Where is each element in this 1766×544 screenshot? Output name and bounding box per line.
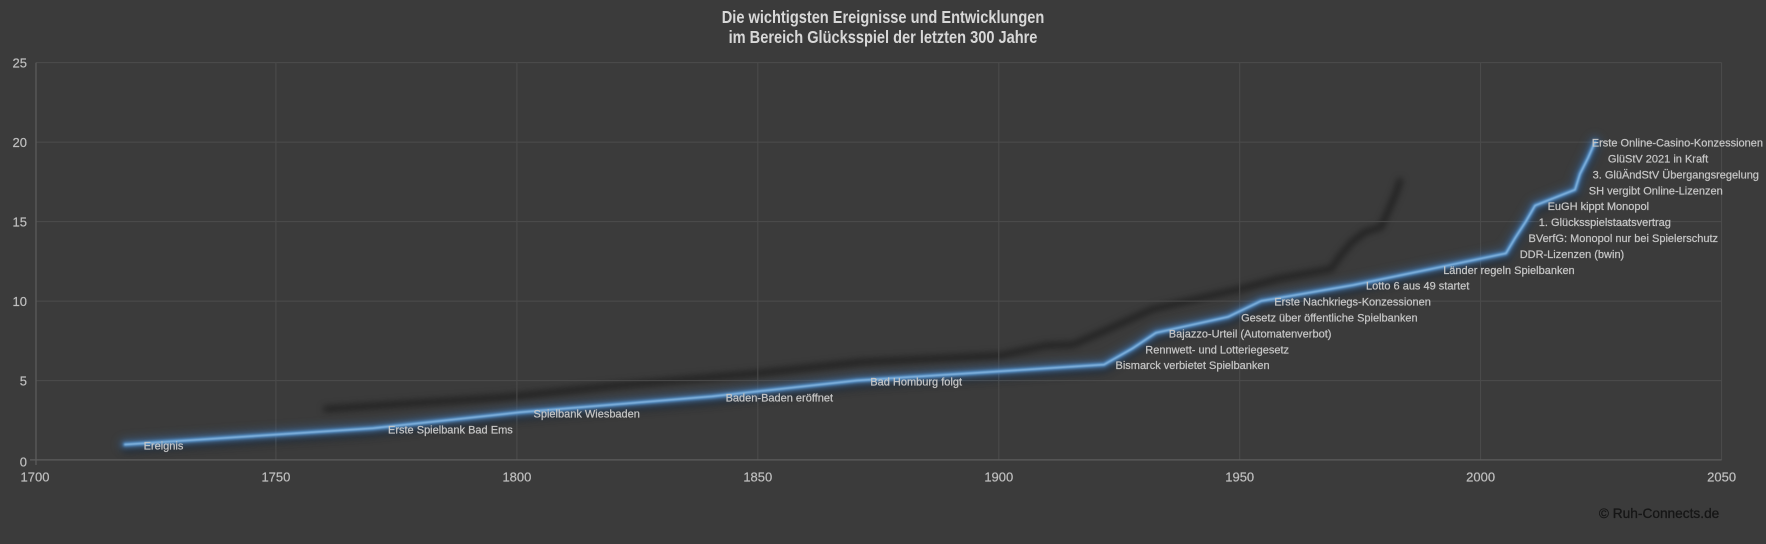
svg-text:1850: 1850 <box>743 470 772 485</box>
svg-text:© Ruh-Connects.de: © Ruh-Connects.de <box>1599 506 1719 521</box>
svg-text:5: 5 <box>20 373 27 388</box>
svg-text:DDR-Lizenzen (bwin): DDR-Lizenzen (bwin) <box>1520 249 1625 261</box>
svg-text:Spielbank Wiesbaden: Spielbank Wiesbaden <box>534 409 640 421</box>
svg-text:1950: 1950 <box>1225 470 1254 485</box>
svg-text:2000: 2000 <box>1466 470 1495 485</box>
svg-text:Die wichtigsten Ereignisse und: Die wichtigsten Ereignisse und Entwicklu… <box>722 8 1044 28</box>
svg-text:SH vergibt Online-Lizenzen: SH vergibt Online-Lizenzen <box>1589 185 1723 197</box>
svg-text:1800: 1800 <box>502 470 531 485</box>
svg-text:Lotto 6 aus 49 startet: Lotto 6 aus 49 startet <box>1366 281 1469 293</box>
svg-text:Erste Nachkriegs-Konzessionen: Erste Nachkriegs-Konzessionen <box>1274 297 1431 309</box>
svg-text:25: 25 <box>13 55 27 70</box>
svg-text:Bad Homburg folgt: Bad Homburg folgt <box>870 377 962 389</box>
svg-text:Baden-Baden eröffnet: Baden-Baden eröffnet <box>726 393 833 405</box>
svg-text:Bajazzo-Urteil (Automatenverbo: Bajazzo-Urteil (Automatenverbot) <box>1169 328 1332 340</box>
svg-text:10: 10 <box>13 294 27 309</box>
svg-text:Erste Spielbank Bad Ems: Erste Spielbank Bad Ems <box>388 424 513 436</box>
svg-text:2050: 2050 <box>1707 470 1736 485</box>
svg-text:0: 0 <box>20 454 27 469</box>
svg-text:GlüStV 2021 in Kraft: GlüStV 2021 in Kraft <box>1608 154 1708 166</box>
svg-text:Rennwett- und Lotteriegesetz: Rennwett- und Lotteriegesetz <box>1145 344 1289 356</box>
svg-text:1750: 1750 <box>261 470 290 485</box>
svg-text:15: 15 <box>13 214 27 229</box>
svg-text:20: 20 <box>13 135 27 150</box>
svg-text:im Bereich Glücksspiel der let: im Bereich Glücksspiel der letzten 300 J… <box>729 27 1038 47</box>
svg-text:1900: 1900 <box>984 470 1013 485</box>
svg-text:Gesetz über öffentliche Spielb: Gesetz über öffentliche Spielbanken <box>1241 313 1418 325</box>
svg-text:EuGH kippt Monopol: EuGH kippt Monopol <box>1548 201 1650 213</box>
svg-text:BVerfG: Monopol nur bei Spiele: BVerfG: Monopol nur bei Spielerschutz <box>1529 233 1719 245</box>
svg-text:3. GlüÄndStV Übergangsregelung: 3. GlüÄndStV Übergangsregelung <box>1593 169 1759 181</box>
svg-text:1700: 1700 <box>21 470 50 485</box>
svg-text:Länder regeln Spielbanken: Länder regeln Spielbanken <box>1443 265 1575 277</box>
svg-text:Erste Online-Casino-Konzession: Erste Online-Casino-Konzessionen <box>1592 138 1763 150</box>
svg-text:1. Glücksspielstaatsvertrag: 1. Glücksspielstaatsvertrag <box>1539 217 1671 229</box>
svg-text:Ereignis: Ereignis <box>144 441 184 453</box>
svg-text:Bismarck verbietet Spielbanken: Bismarck verbietet Spielbanken <box>1116 360 1270 372</box>
